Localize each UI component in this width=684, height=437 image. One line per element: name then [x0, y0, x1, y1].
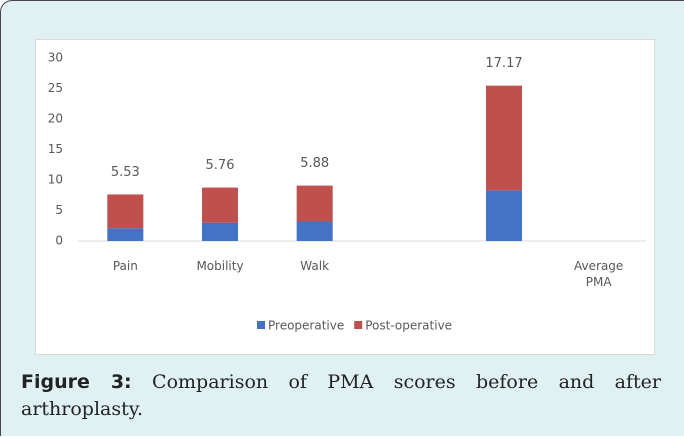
caption: Figure 3: Comparison of PMA scores befor…	[21, 369, 661, 423]
y-tick-label: 5	[55, 203, 63, 217]
bar-segment	[296, 185, 333, 222]
legend-swatch	[257, 321, 265, 329]
x-tick-label: Average PMA	[574, 259, 624, 289]
bar-segment	[486, 190, 522, 241]
data-label: 17.17	[485, 56, 522, 71]
y-tick-label: 20	[48, 112, 63, 126]
data-label: 5.88	[300, 156, 329, 171]
legend-label: Preoperative	[268, 319, 344, 333]
caption-text: Comparison of PMA scores before and afte…	[21, 371, 661, 420]
x-tick-label: Walk	[300, 259, 330, 273]
legend-swatch	[354, 321, 363, 329]
y-tick-label: 0	[55, 234, 63, 248]
x-tick-label: Pain	[112, 259, 138, 273]
y-tick-label: 15	[48, 142, 63, 156]
caption-label: Figure 3:	[21, 371, 132, 393]
bar-segment	[107, 194, 144, 229]
bar-segment	[202, 222, 238, 241]
y-tick-label: 10	[48, 173, 63, 187]
y-tick-label: 30	[48, 51, 63, 65]
bar-segment	[486, 85, 522, 191]
y-tick-label: 25	[48, 81, 63, 95]
bar-segment	[107, 228, 144, 241]
x-tick-label: Mobility	[196, 259, 244, 273]
bar-segment	[202, 187, 238, 223]
data-label: 5.76	[206, 158, 235, 173]
legend-label: Post-operative	[365, 319, 452, 333]
bar-segment	[296, 221, 333, 241]
data-label: 5.53	[111, 165, 140, 180]
